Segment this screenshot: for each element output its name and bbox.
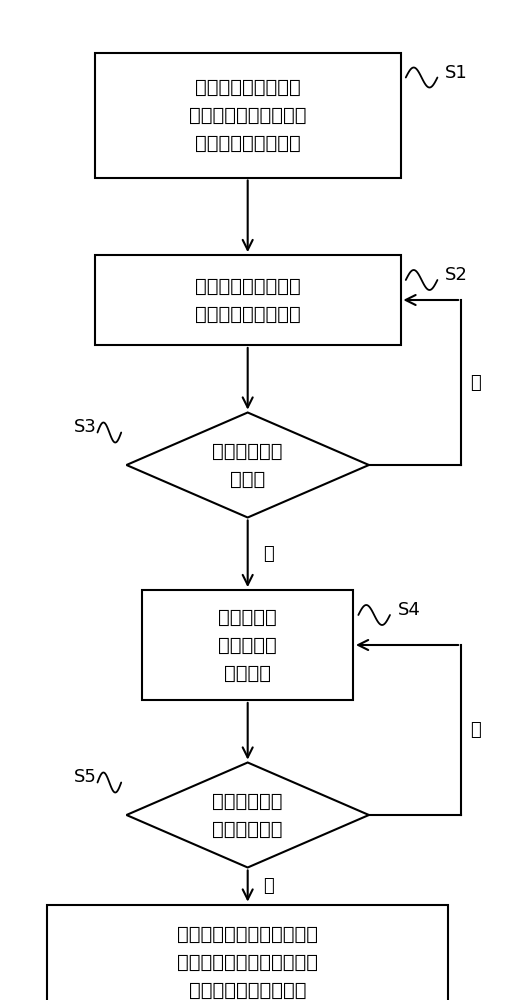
Text: 对接后的任务
是否成功对接: 对接后的任务 是否成功对接 bbox=[212, 792, 283, 838]
Text: 是: 是 bbox=[264, 877, 274, 895]
Text: 设定的任务是
否冲突: 设定的任务是 否冲突 bbox=[212, 442, 283, 488]
Text: S1: S1 bbox=[445, 64, 468, 82]
Text: S4: S4 bbox=[398, 601, 421, 619]
FancyBboxPatch shape bbox=[47, 904, 448, 1000]
Text: 否: 否 bbox=[471, 374, 481, 392]
Text: 否: 否 bbox=[471, 721, 481, 739]
Text: S5: S5 bbox=[74, 768, 96, 786]
Text: 是: 是 bbox=[264, 545, 274, 563]
FancyBboxPatch shape bbox=[142, 590, 353, 700]
Text: 完成当前线路设置，并将各
条线路中对应的各个点标的
任务推送至对应的点标: 完成当前线路设置，并将各 条线路中对应的各个点标的 任务推送至对应的点标 bbox=[177, 924, 318, 1000]
Text: 线路规划处
理平台进行
任务对接: 线路规划处 理平台进行 任务对接 bbox=[218, 607, 277, 682]
FancyBboxPatch shape bbox=[95, 255, 401, 345]
Text: S3: S3 bbox=[74, 418, 96, 436]
Text: 根据制定的各条线路
进行点标任务的设定: 根据制定的各条线路 进行点标任务的设定 bbox=[195, 276, 300, 324]
Text: S2: S2 bbox=[445, 266, 468, 284]
Polygon shape bbox=[126, 412, 369, 518]
Text: 建立线路规划处理平
台，通过线路规划处理
平台制定若干条线路: 建立线路规划处理平 台，通过线路规划处理 平台制定若干条线路 bbox=[189, 78, 306, 152]
Polygon shape bbox=[126, 762, 369, 867]
FancyBboxPatch shape bbox=[95, 52, 401, 178]
